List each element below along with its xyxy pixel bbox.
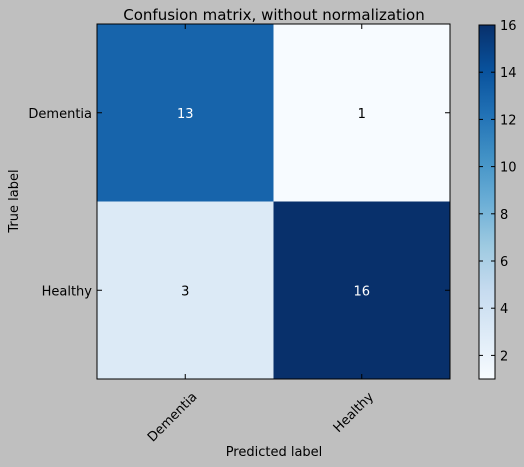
x-axis-label: Predicted label [226, 445, 323, 460]
colorbar-tick-label: 4 [500, 302, 508, 317]
colorbar-tick-label: 16 [500, 19, 517, 34]
colorbar-tick-label: 10 [500, 161, 517, 176]
colorbar-ticks: 2 4 6 8 10 12 14 16 [479, 19, 517, 364]
heatmap-cell-labels: 13 13 16 [177, 107, 370, 300]
x-tick-label: Dementia [145, 390, 201, 446]
colorbar [478, 24, 496, 380]
heatmap-cells [97, 24, 451, 380]
chart-title: Confusion matrix, without normalization [123, 6, 425, 24]
heatmap-cell-dementia-healthy [273, 24, 451, 202]
colorbar-tick-label: 12 [500, 113, 517, 128]
cell-value-label: 3 [181, 284, 189, 299]
cell-value-label: 13 [177, 107, 194, 122]
y-tick-label: Dementia [28, 107, 92, 122]
y-axis-ticks: Dementia Healthy [28, 107, 450, 299]
colorbar-tick-label: 2 [500, 349, 508, 364]
colorbar-tick-label: 14 [500, 66, 517, 81]
y-tick-label: Healthy [42, 284, 93, 299]
cell-value-label: 16 [353, 284, 370, 299]
heatmap-cell-healthy-healthy [273, 201, 451, 380]
x-tick-label: Healthy [331, 389, 377, 435]
heatmap-cell-dementia-dementia [97, 24, 274, 202]
colorbar-tick-label: 8 [500, 208, 508, 223]
plot-frame [96, 23, 451, 380]
heatmap-cell-healthy-dementia [97, 201, 274, 380]
colorbar-tick-label: 6 [500, 255, 508, 270]
cell-value-label: 1 [358, 107, 366, 122]
y-axis-label: True label [7, 169, 22, 233]
